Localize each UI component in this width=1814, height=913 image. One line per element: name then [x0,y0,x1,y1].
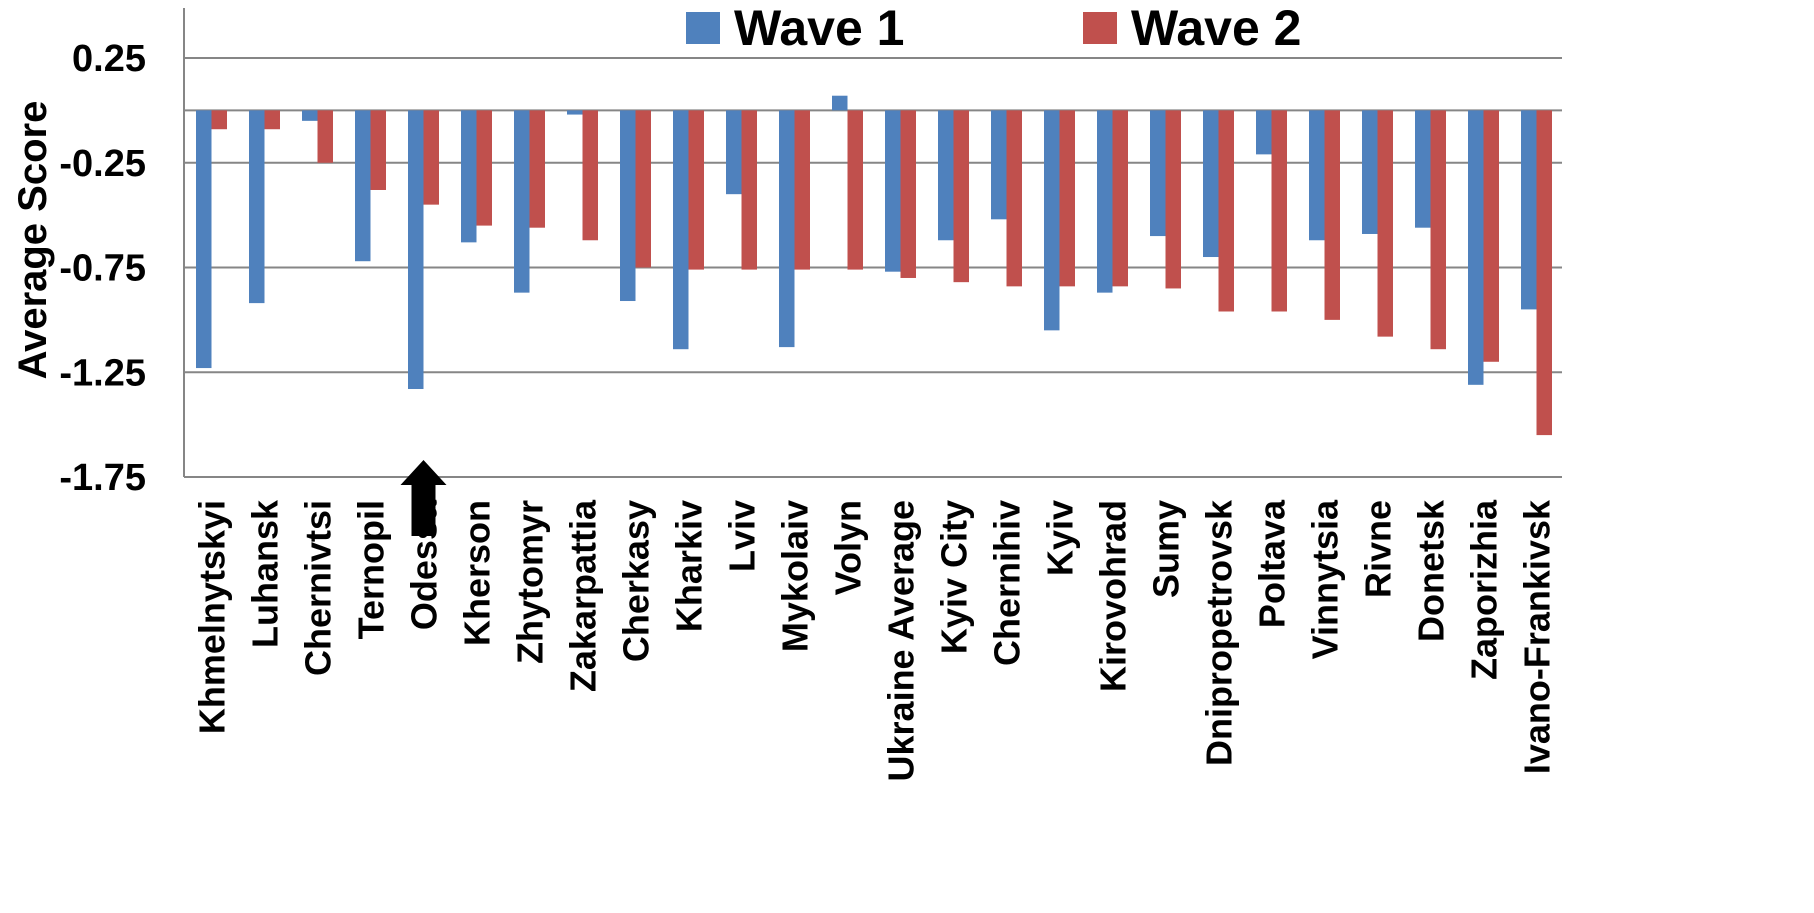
bar-wave-2-zaporizhia [1483,110,1499,362]
category-label: Mykolaiv [775,500,816,652]
category-label: Khmelnytskyi [192,500,233,734]
bar-wave-2-cherkasy [635,110,651,268]
bar-wave-2-zakarpattia [582,110,598,241]
bar-wave-2-kyiv [1059,110,1075,287]
arrow-up-icon [400,460,447,536]
bar-wave-1-zhytomyr [514,110,530,293]
bar-wave-1-vinnytsia [1309,110,1325,241]
bar-wave-1-volyn [832,95,848,111]
category-label: Poltava [1252,499,1293,628]
bar-wave-2-vinnytsia [1324,110,1340,320]
bar-wave-1-poltava [1256,110,1272,155]
bar-wave-1-sumy [1150,110,1166,237]
bar-wave-2-ternopil [370,110,386,190]
bar-wave-1-odessa [408,110,424,390]
category-label: Luhansk [245,499,286,648]
category-label: Kharkiv [669,500,710,632]
bar-wave-2-sumy [1165,110,1181,289]
y-tick-label: -0.25 [59,143,146,185]
bar-wave-1-dnipropetrovsk [1203,110,1219,258]
bar-wave-1-kyiv [1044,110,1060,331]
bar-wave-1-khmelnytskyi [196,110,212,369]
bar-wave-1-kherson [461,110,477,243]
bar-wave-2-kharkiv [688,110,704,270]
bar-wave-1-lviv [726,110,742,195]
bar-wave-2-kyiv-city [953,110,969,283]
y-tick-label: -0.75 [59,248,146,290]
legend-label-1: Wave 1 [734,0,904,56]
annotations [400,460,447,536]
category-label: Kherson [457,500,498,646]
bar-wave-2-ivano-frankivsk [1536,110,1552,436]
category-label: Kirovohrad [1093,500,1134,692]
bar-wave-2-lviv [741,110,757,270]
bar-wave-2-mykolaiv [794,110,810,270]
bar-wave-1-kirovohrad [1097,110,1113,293]
category-label: Zhytomyr [510,500,551,664]
category-label: Lviv [722,500,763,572]
y-tick-label: -1.25 [59,352,146,394]
category-label: Sumy [1146,500,1187,598]
category-label: Kyiv [1040,500,1081,576]
bar-wave-1-mykolaiv [779,110,795,348]
category-label: Dnipropetrovsk [1199,499,1240,766]
category-label: Vinnytsia [1305,499,1346,659]
legend-swatch-1 [686,12,720,44]
category-label: Volyn [828,500,869,595]
category-label: Cherkasy [616,500,657,662]
bar-wave-1-ukraine-average [885,110,901,272]
category-label: Rivne [1358,500,1399,598]
bar-wave-1-ivano-frankivsk [1521,110,1537,310]
category-label: Chernihiv [987,500,1028,666]
bar-wave-2-odessa [423,110,439,205]
bar-wave-2-rivne [1377,110,1393,337]
category-label: Donetsk [1411,499,1452,642]
legend-swatch-2 [1083,12,1117,44]
bar-wave-1-cherkasy [620,110,636,302]
bar-wave-2-poltava [1271,110,1287,312]
bar-wave-2-dnipropetrovsk [1218,110,1234,312]
category-label: Zakarpattia [563,499,604,692]
bar-wave-2-chernihiv [1006,110,1022,287]
bar-wave-1-chernihiv [991,110,1007,220]
category-label: Chernivtsi [298,500,339,676]
category-label: Ivano-Frankivsk [1517,499,1558,774]
bar-wave-1-zaporizhia [1468,110,1484,385]
category-labels: Khmelnytskyi Luhansk Chernivtsi Ternopil Ode… [192,499,1558,781]
bar-wave-2-kherson [476,110,492,226]
gridlines [184,57,1562,478]
legend-label-2: Wave 2 [1131,0,1301,56]
bars [196,95,1552,436]
legend: Wave 1 Wave 2 [686,0,1301,56]
bar-wave-1-rivne [1362,110,1378,234]
bar-wave-1-zakarpattia [567,110,583,115]
y-tick-label: 0.25 [72,38,146,80]
category-label: Zaporizhia [1464,499,1505,680]
bar-wave-2-donetsk [1430,110,1446,350]
y-tick-labels: 0.25 -0.25 -0.75 -1.25 -1.75 [59,38,146,499]
y-tick-label: -1.75 [59,457,146,499]
bar-wave-1-ternopil [355,110,371,262]
bar-wave-2-chernivtsi [317,110,333,163]
bar-wave-1-luhansk [249,110,265,304]
bar-wave-2-luhansk [264,110,280,130]
bar-wave-2-zhytomyr [529,110,545,228]
bar-wave-1-kharkiv [673,110,689,350]
bar-wave-2-ukraine-average [900,110,916,278]
category-label: Ternopil [351,500,392,639]
category-label: Ukraine Average [881,500,922,781]
bar-wave-1-chernivtsi [302,110,318,121]
bar-wave-1-donetsk [1415,110,1431,228]
bar-wave-2-khmelnytskyi [211,110,227,130]
y-axis-title: Average Score [11,101,55,380]
category-label: Kyiv City [934,500,975,654]
bar-wave-2-kirovohrad [1112,110,1128,287]
bar-wave-2-volyn [847,110,863,270]
bar-wave-1-kyiv-city [938,110,954,241]
